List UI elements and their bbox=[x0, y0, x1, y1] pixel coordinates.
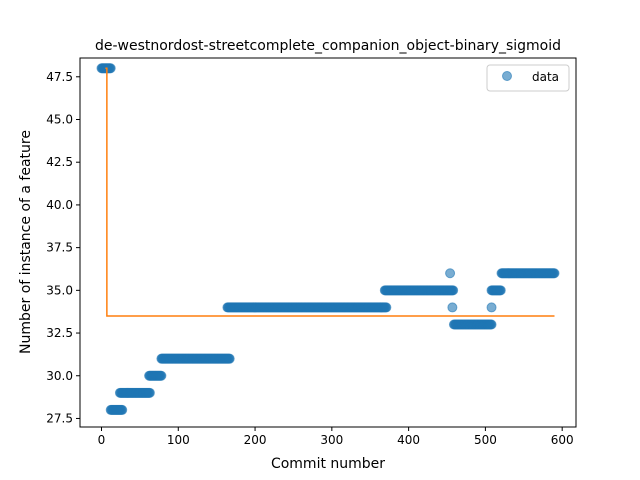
y-tick-label: 42.5 bbox=[46, 155, 73, 169]
legend-marker-data bbox=[502, 71, 512, 81]
y-tick-label: 45.0 bbox=[46, 113, 73, 127]
y-tick-label: 40.0 bbox=[46, 198, 73, 212]
data-point bbox=[486, 319, 497, 330]
plot-area bbox=[96, 63, 560, 415]
data-point bbox=[549, 268, 560, 279]
data-point bbox=[144, 387, 155, 398]
legend-label-data: data bbox=[532, 70, 559, 84]
y-axis-ticks: 27.5 30.0 32.5 35.0 37.5 40.0 42.5 45.0 47.5 bbox=[46, 70, 80, 425]
y-tick-label: 35.0 bbox=[46, 283, 73, 297]
x-tick-label: 300 bbox=[320, 433, 343, 447]
y-tick-label: 32.5 bbox=[46, 326, 73, 340]
y-tick-label: 27.5 bbox=[46, 411, 73, 425]
x-tick-label: 0 bbox=[98, 433, 106, 447]
data-point bbox=[448, 285, 459, 296]
x-tick-label: 400 bbox=[397, 433, 420, 447]
data-point bbox=[445, 268, 456, 279]
x-axis-label: Commit number bbox=[271, 456, 385, 472]
data-point bbox=[381, 302, 392, 313]
data-point bbox=[156, 370, 167, 381]
data-point bbox=[486, 302, 497, 313]
x-tick-label: 200 bbox=[244, 433, 267, 447]
y-tick-label: 47.5 bbox=[46, 70, 73, 84]
x-axis-ticks: 0 100 200 300 400 500 600 bbox=[98, 427, 574, 447]
x-tick-label: 600 bbox=[551, 433, 574, 447]
data-point bbox=[117, 404, 128, 415]
fit-line bbox=[105, 67, 555, 317]
y-axis-label: Number of instance of a feature bbox=[18, 130, 34, 354]
x-tick-label: 500 bbox=[474, 433, 497, 447]
y-tick-label: 37.5 bbox=[46, 241, 73, 255]
y-tick-label: 30.0 bbox=[46, 369, 73, 383]
axes-frame bbox=[79, 57, 577, 428]
data-point bbox=[224, 353, 235, 364]
data-point bbox=[447, 302, 458, 313]
data-point bbox=[495, 285, 506, 296]
legend: data bbox=[486, 64, 570, 92]
x-tick-label: 100 bbox=[167, 433, 190, 447]
chart-title: de-westnordost-streetcomplete_companion_… bbox=[95, 38, 561, 54]
